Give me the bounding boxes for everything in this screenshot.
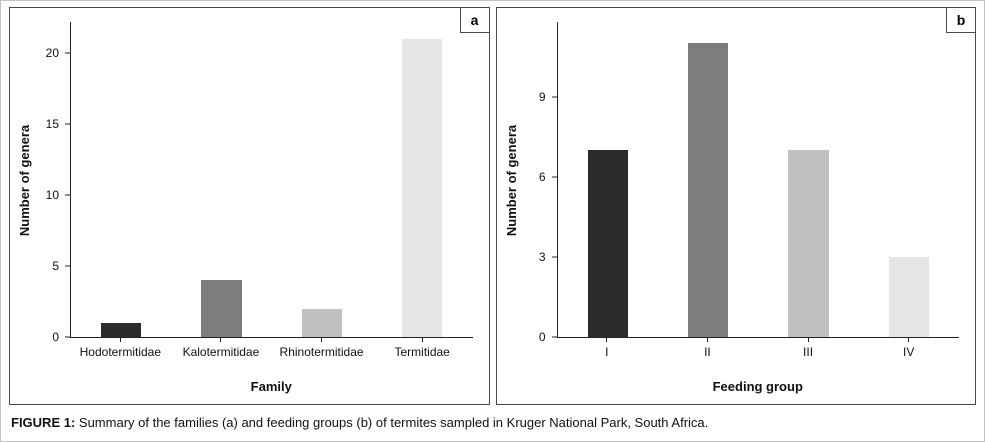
x-tick-label: IV xyxy=(903,345,915,359)
bar-slot xyxy=(758,22,858,337)
bars-row xyxy=(71,22,473,337)
y-tick-label: 3 xyxy=(538,249,546,264)
bar-slot xyxy=(658,22,758,337)
x-tick: I xyxy=(557,338,658,364)
y-tick-label: 15 xyxy=(45,117,59,132)
x-tick-label: III xyxy=(803,345,814,359)
x-tick-mark xyxy=(606,338,608,342)
bar-III xyxy=(788,150,829,337)
y-tick-label: 0 xyxy=(52,330,59,344)
x-tick-label: Hodotermitidae xyxy=(79,345,161,359)
x-tick-mark xyxy=(220,338,222,342)
x-tick-mark xyxy=(807,338,809,342)
bar-Hodotermitidae xyxy=(101,322,142,337)
x-tick-mark xyxy=(321,338,323,342)
y-tick-label: 0 xyxy=(538,330,546,344)
y-tick-label: 9 xyxy=(538,89,546,104)
bar-slot xyxy=(71,22,171,337)
bar-slot xyxy=(171,22,271,337)
x-tick-label: Rhinotermitidae xyxy=(279,345,364,359)
x-axis-title: Family xyxy=(250,379,292,394)
y-tick-label: 10 xyxy=(45,188,59,203)
panel-label-a: a xyxy=(459,7,490,33)
bar-slot xyxy=(372,22,472,337)
y-tick-label: 20 xyxy=(45,46,59,61)
x-tick: IV xyxy=(858,338,959,364)
x-tick-mark xyxy=(908,338,910,342)
x-tick: III xyxy=(758,338,859,364)
x-tick-row: Hodotermitidae Kalotermitidae Rhinotermiti… xyxy=(70,338,473,364)
panel-label-b: b xyxy=(946,7,976,33)
x-tick: Termitidae xyxy=(372,338,473,364)
figure-caption: FIGURE 1: Summary of the families (a) an… xyxy=(9,405,976,430)
x-tick: Kalotermitidae xyxy=(171,338,272,364)
x-tick-mark xyxy=(421,338,423,342)
figure-caption-label: FIGURE 1: xyxy=(11,415,76,430)
x-tick-label: Termitidae xyxy=(394,345,450,359)
y-tick-mark xyxy=(65,336,71,338)
bar-II xyxy=(687,43,729,337)
x-tick-label: II xyxy=(704,345,711,359)
figure-caption-text: Summary of the families (a) and feeding … xyxy=(75,415,709,430)
x-tick-label: Kalotermitidae xyxy=(182,345,260,359)
bar-Kalotermitidae xyxy=(201,280,242,337)
y-tick-mark xyxy=(65,194,71,196)
y-axis-title-wrap: Number of genera xyxy=(14,22,36,338)
x-tick: Rhinotermitidae xyxy=(271,338,372,364)
bar-slot xyxy=(272,22,372,337)
x-axis-title: Feeding group xyxy=(712,379,803,394)
y-tick-mark xyxy=(551,176,558,178)
y-axis-title: Number of genera xyxy=(504,124,519,236)
plot-area: 0 5 10 15 20 xyxy=(46,22,473,343)
x-tick-row: I II III IV xyxy=(557,338,960,364)
x-tick-mark xyxy=(119,338,121,342)
chart-panels: a Number of genera 0 5 10 15 20 Hodotermitid… xyxy=(9,7,976,405)
bar-slot xyxy=(859,22,959,337)
y-tick-label: 6 xyxy=(538,169,546,184)
x-tick: Hodotermitidae xyxy=(70,338,171,364)
plot-area: 0 3 6 9 xyxy=(539,22,960,343)
y-tick-mark xyxy=(65,265,71,267)
x-tick: II xyxy=(657,338,758,364)
bar-slot xyxy=(558,22,658,337)
y-tick-label: 5 xyxy=(52,259,59,274)
y-tick-mark xyxy=(65,52,71,54)
bars-row xyxy=(558,22,960,337)
y-tick-mark xyxy=(551,336,558,338)
y-tick-mark xyxy=(551,96,558,98)
y-axis-title: Number of genera xyxy=(17,124,33,236)
bar-Rhinotermitidae xyxy=(301,308,342,337)
bar-Termitidae xyxy=(402,39,443,337)
chart-panel-a: a Number of genera 0 5 10 15 20 Hodotermitid… xyxy=(9,7,490,405)
bar-I xyxy=(587,150,628,337)
y-axis-title-wrap: Number of genera xyxy=(501,22,523,338)
x-tick-label: I xyxy=(605,345,609,359)
y-tick-mark xyxy=(65,123,71,125)
bar-IV xyxy=(888,256,929,337)
x-tick-mark xyxy=(706,338,708,342)
y-tick-mark xyxy=(551,256,558,258)
